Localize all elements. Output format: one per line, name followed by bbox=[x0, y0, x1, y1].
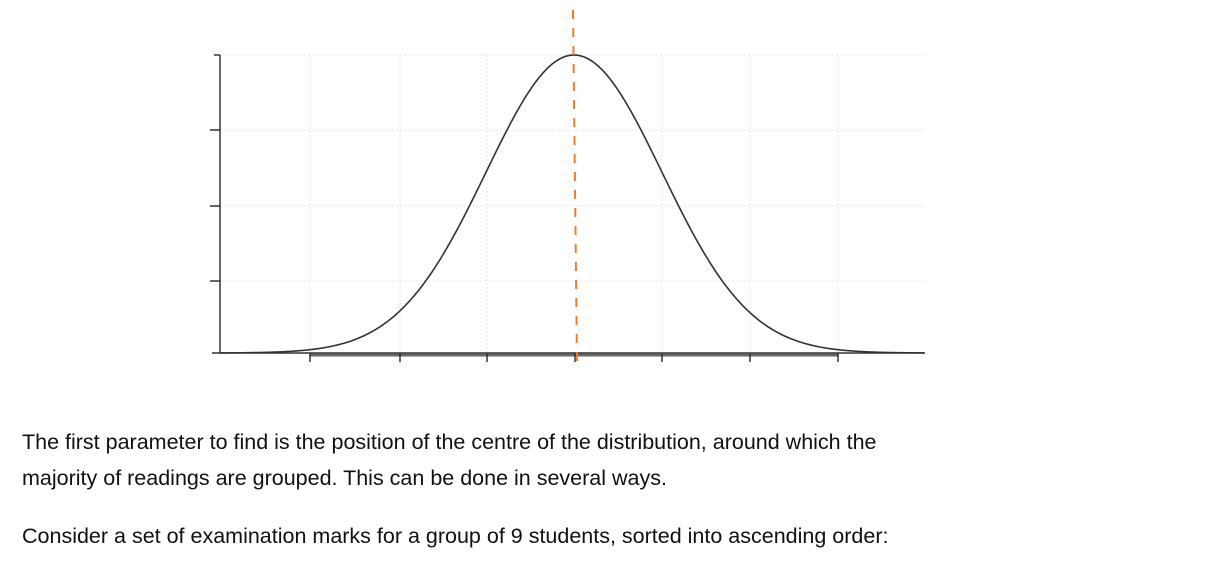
grid bbox=[220, 54, 925, 353]
axes bbox=[210, 54, 925, 362]
text-line: Consider a set of examination marks for … bbox=[22, 524, 889, 548]
bell-curve bbox=[219, 54, 925, 354]
centre-line bbox=[572, 9, 578, 363]
paragraph: The first parameter to find is the posit… bbox=[22, 424, 877, 496]
paragraph: Consider a set of examination marks for … bbox=[22, 518, 888, 554]
text-line: majority of readings are grouped. This c… bbox=[22, 466, 667, 490]
text-line: The first parameter to find is the posit… bbox=[22, 430, 877, 454]
normal-curve-figure bbox=[210, 9, 925, 363]
